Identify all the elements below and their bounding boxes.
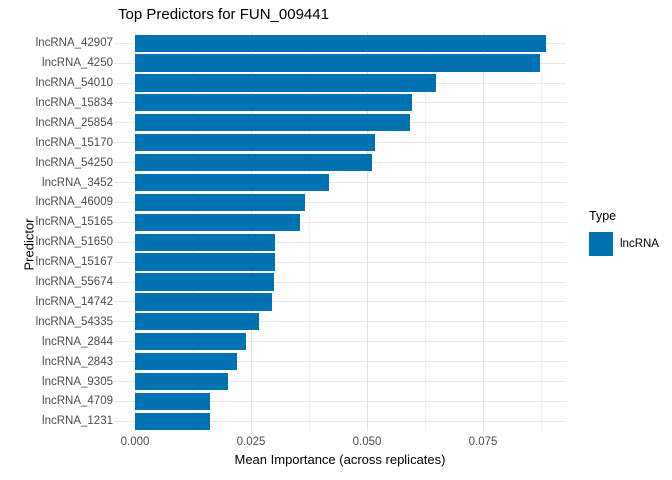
bar: [135, 54, 541, 72]
y-axis-label: lncRNA_9305: [42, 375, 113, 388]
bar: [135, 74, 437, 92]
y-axis-label: lncRNA_54010: [35, 77, 113, 89]
gridline-y: [114, 400, 566, 402]
y-axis-label: lncRNA_46009: [35, 196, 113, 209]
bar: [135, 94, 412, 112]
bar: [135, 372, 228, 391]
y-axis-label: lncRNA_55674: [35, 276, 113, 288]
bar: [135, 392, 211, 411]
y-axis-label: lncRNA_51650: [35, 236, 113, 249]
gridline-y: [114, 381, 566, 382]
gridline-y: [114, 241, 566, 243]
y-axis-label: lncRNA_54250: [35, 156, 113, 169]
legend-swatch: [589, 232, 613, 256]
bar: [135, 412, 210, 430]
plot-panel: [114, 32, 566, 431]
chart-title: Top Predictors for FUN_009441: [118, 6, 329, 23]
x-axis-tick-label: 0.050: [352, 436, 382, 448]
gridline-y: [114, 361, 566, 363]
y-axis-label: lncRNA_15167: [35, 256, 113, 269]
bar: [135, 293, 273, 311]
gridline-x-minor: [425, 32, 426, 431]
bar: [135, 233, 275, 251]
bar: [135, 273, 275, 291]
x-axis-tick-label: 0.000: [120, 436, 150, 448]
y-axis-label: lncRNA_15834: [35, 96, 113, 109]
gridline-y: [114, 420, 566, 422]
bar: [135, 34, 546, 52]
y-axis-label: lncRNA_25854: [35, 116, 113, 129]
legend-title: Type: [589, 209, 617, 223]
legend-entry-label: lncRNA: [620, 238, 659, 250]
gridline-y: [114, 321, 566, 323]
y-axis-label: lncRNA_15165: [35, 216, 113, 229]
y-axis-label: lncRNA_42907: [35, 37, 113, 50]
gridline-x-major: [367, 32, 368, 431]
gridline-y: [114, 221, 566, 223]
y-axis-label: lncRNA_15170: [35, 136, 113, 149]
bar: [135, 134, 375, 152]
y-axis-label: lncRNA_2843: [42, 355, 113, 368]
gridline-y: [114, 281, 566, 283]
gridline-y: [114, 261, 566, 263]
y-axis-label: lncRNA_4709: [42, 395, 113, 408]
gridline-x-minor: [309, 32, 310, 431]
y-axis-label: lncRNA_14742: [35, 295, 113, 308]
legend: Type lncRNA: [589, 209, 659, 256]
y-axis-label: lncRNA_2844: [42, 335, 113, 348]
gridline-y: [114, 301, 566, 303]
y-axis-label: lncRNA_1231: [42, 415, 113, 428]
bar: [135, 253, 275, 271]
bar: [135, 153, 372, 172]
x-axis-title: Mean Importance (across replicates): [234, 452, 446, 467]
y-axis-label: lncRNA_4250: [42, 57, 113, 70]
gridline-y: [114, 341, 566, 343]
gridline-x-major: [483, 32, 484, 431]
x-axis-tick-label: 0.075: [468, 436, 498, 448]
gridline-x-major: [251, 32, 252, 431]
gridline-x-minor: [541, 32, 542, 431]
bar: [135, 352, 238, 371]
gridline-x-minor: [193, 32, 194, 431]
x-axis-tick-label: 0.025: [236, 436, 266, 448]
gridline-y: [114, 201, 566, 203]
y-axis-label: lncRNA_54335: [35, 315, 113, 328]
bar: [135, 193, 305, 211]
gridline-x-major: [135, 32, 136, 431]
bar: [135, 213, 301, 231]
bar: [135, 114, 410, 132]
bar: [135, 313, 259, 331]
gridline-y: [114, 182, 566, 183]
y-axis-label: lncRNA_3452: [42, 176, 113, 189]
bar: [135, 333, 246, 351]
bar: [135, 173, 329, 192]
legend-entry: lncRNA: [589, 232, 659, 256]
